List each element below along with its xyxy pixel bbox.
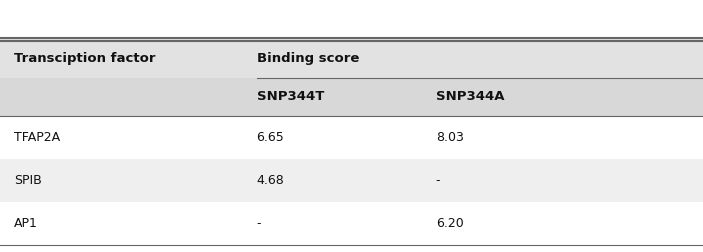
Text: -: - <box>436 174 440 187</box>
Bar <box>0 116 703 159</box>
Text: Transciption factor: Transciption factor <box>14 51 155 65</box>
Text: 6.20: 6.20 <box>436 217 463 230</box>
Bar <box>0 159 703 202</box>
Text: AP1: AP1 <box>14 217 38 230</box>
Text: SNP344T: SNP344T <box>257 90 324 104</box>
Bar <box>0 38 703 78</box>
Text: TFAP2A: TFAP2A <box>14 131 60 144</box>
Text: 6.65: 6.65 <box>257 131 284 144</box>
Bar <box>0 78 703 116</box>
Bar <box>0 202 703 245</box>
Text: Binding score: Binding score <box>257 51 359 65</box>
Text: SPIB: SPIB <box>14 174 41 187</box>
Text: 8.03: 8.03 <box>436 131 464 144</box>
Text: 4.68: 4.68 <box>257 174 284 187</box>
Text: SNP344A: SNP344A <box>436 90 504 104</box>
Text: -: - <box>257 217 261 230</box>
